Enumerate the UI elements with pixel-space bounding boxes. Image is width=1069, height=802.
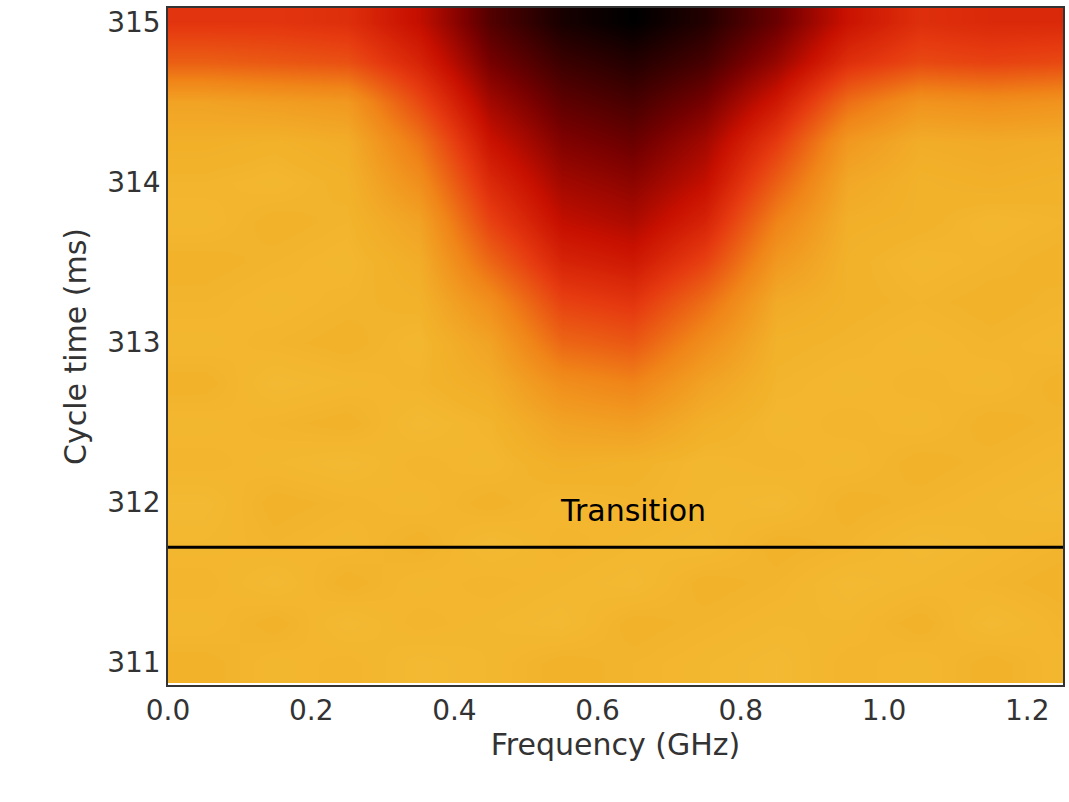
svg-text:313: 313	[107, 326, 160, 359]
svg-text:Cycle time (ms): Cycle time (ms)	[58, 228, 93, 465]
svg-text:0.4: 0.4	[432, 694, 477, 727]
svg-text:Frequency (GHz): Frequency (GHz)	[491, 727, 740, 762]
svg-text:0.2: 0.2	[289, 694, 334, 727]
svg-text:0.8: 0.8	[719, 694, 764, 727]
svg-text:315: 315	[107, 6, 160, 39]
svg-text:0.6: 0.6	[575, 694, 620, 727]
svg-text:312: 312	[107, 486, 160, 519]
svg-text:1.0: 1.0	[862, 694, 907, 727]
svg-text:314: 314	[107, 166, 160, 199]
svg-text:1.2: 1.2	[1005, 694, 1050, 727]
svg-text:311: 311	[107, 646, 160, 679]
svg-text:Transition: Transition	[560, 493, 706, 528]
svg-text:0.0: 0.0	[146, 694, 191, 727]
